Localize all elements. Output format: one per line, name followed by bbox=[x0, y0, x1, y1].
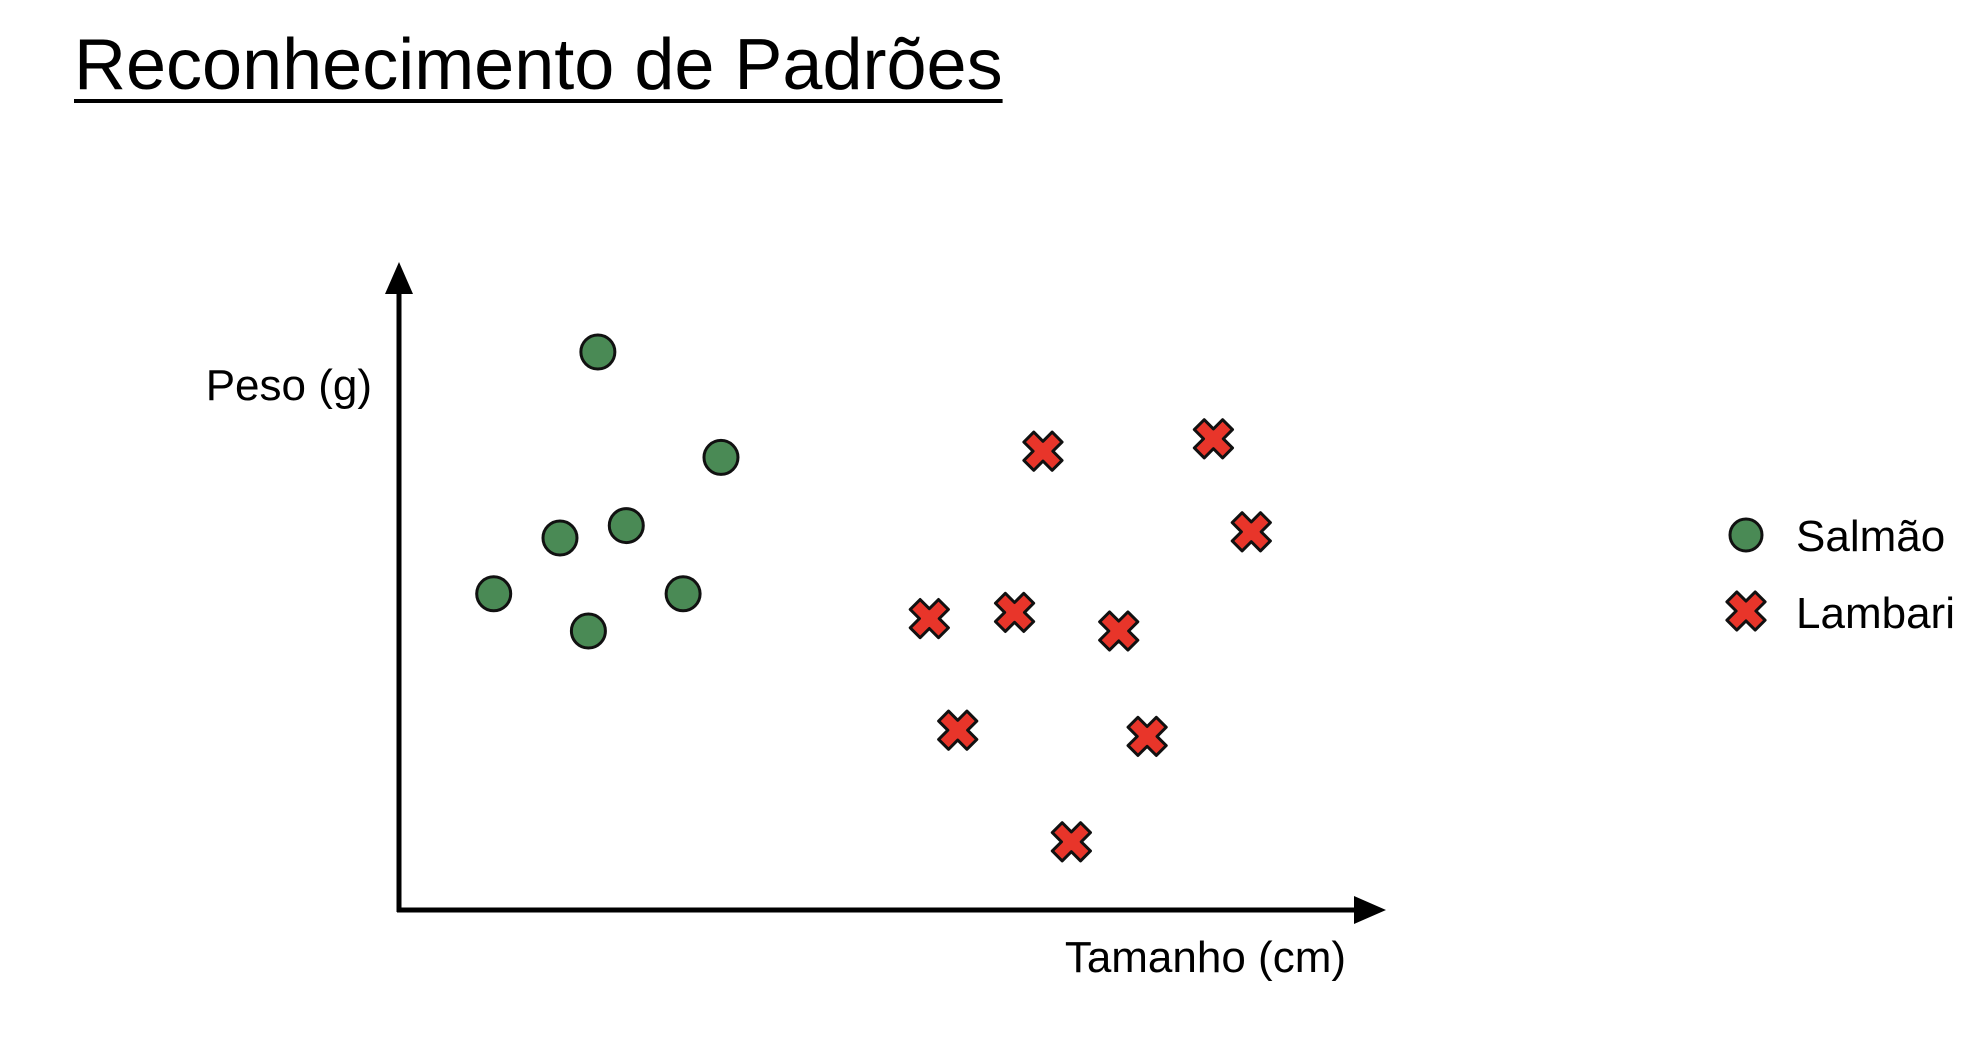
point-salmao-6 bbox=[664, 575, 702, 613]
data-points bbox=[475, 333, 1272, 863]
point-salmao-2 bbox=[702, 438, 740, 476]
point-salmao-1 bbox=[579, 333, 617, 371]
x-axis-arrowhead bbox=[1354, 896, 1386, 924]
y-axis-arrowhead bbox=[385, 262, 413, 294]
point-lambari-2 bbox=[1192, 418, 1235, 460]
point-lambari-4 bbox=[908, 598, 950, 640]
legend-lambari-label: Lambari bbox=[1796, 589, 1955, 638]
point-salmao-5 bbox=[475, 575, 513, 613]
x-axis-label: Tamanho (cm) bbox=[1065, 933, 1346, 982]
legend-salmao-label: Salmão bbox=[1796, 512, 1945, 561]
point-lambari-9 bbox=[1050, 821, 1092, 863]
point-salmao-7 bbox=[569, 612, 607, 650]
point-salmao-4 bbox=[607, 507, 645, 545]
point-lambari-7 bbox=[937, 709, 979, 751]
point-lambari-1 bbox=[1022, 430, 1064, 472]
legend-salmao-marker bbox=[1728, 517, 1764, 553]
point-salmao-3 bbox=[541, 519, 579, 557]
slide-title: Reconhecimento de Padrões bbox=[74, 25, 1003, 105]
legend: Salmão Lambari bbox=[1725, 512, 1955, 638]
point-lambari-8 bbox=[1126, 715, 1168, 757]
y-axis-label: Peso (g) bbox=[206, 361, 372, 410]
chart-axes bbox=[385, 262, 1386, 924]
point-lambari-6 bbox=[1098, 610, 1140, 652]
legend-lambari-marker bbox=[1725, 590, 1767, 632]
legend-lambari-cross bbox=[1725, 590, 1767, 632]
point-lambari-3 bbox=[1230, 511, 1272, 553]
point-lambari-5 bbox=[993, 591, 1036, 633]
